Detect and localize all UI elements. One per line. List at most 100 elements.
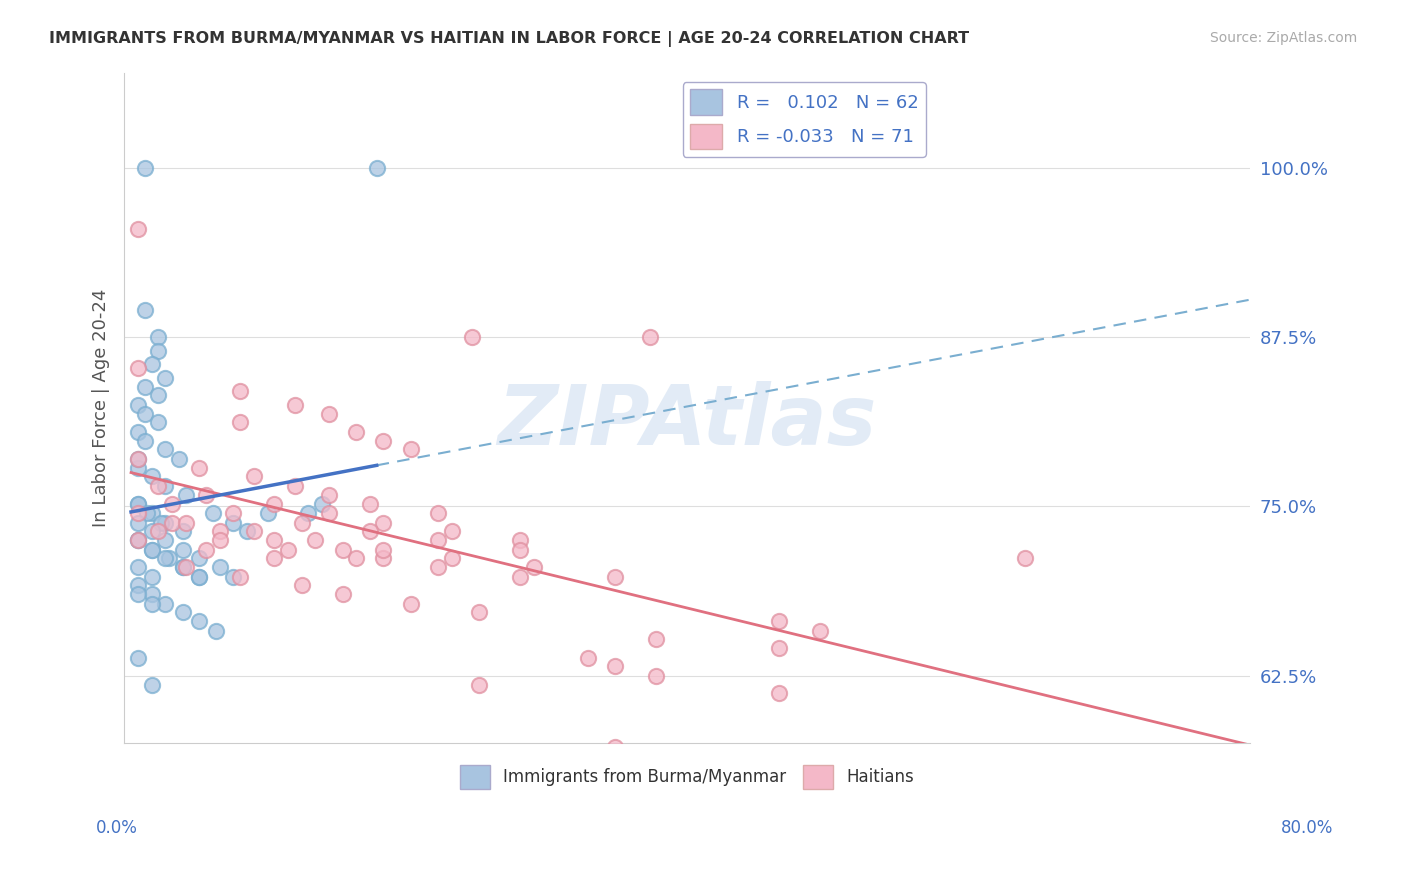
- Point: [277, 542, 299, 557]
- Point: [174, 488, 197, 502]
- Point: [576, 651, 599, 665]
- Point: [195, 542, 218, 557]
- Point: [153, 479, 176, 493]
- Point: [229, 570, 252, 584]
- Point: [141, 587, 163, 601]
- Point: [263, 497, 285, 511]
- Point: [236, 524, 259, 538]
- Text: 80.0%: 80.0%: [1281, 819, 1333, 837]
- Point: [172, 542, 194, 557]
- Point: [263, 533, 285, 548]
- Point: [399, 597, 422, 611]
- Point: [174, 560, 197, 574]
- Point: [141, 542, 163, 557]
- Point: [468, 605, 491, 619]
- Point: [167, 451, 190, 466]
- Point: [291, 516, 314, 530]
- Point: [127, 361, 149, 376]
- Point: [284, 398, 307, 412]
- Point: [141, 678, 163, 692]
- Point: [359, 524, 381, 538]
- Point: [134, 407, 156, 421]
- Point: [127, 533, 149, 548]
- Point: [172, 524, 194, 538]
- Point: [127, 461, 149, 475]
- Point: [373, 434, 395, 449]
- Point: [468, 678, 491, 692]
- Point: [172, 560, 194, 574]
- Point: [127, 533, 149, 548]
- Point: [141, 469, 163, 483]
- Point: [160, 497, 183, 511]
- Point: [645, 668, 668, 682]
- Point: [427, 560, 450, 574]
- Point: [153, 550, 176, 565]
- Point: [373, 542, 395, 557]
- Point: [768, 686, 790, 700]
- Point: [373, 516, 395, 530]
- Point: [134, 434, 156, 449]
- Point: [344, 425, 367, 439]
- Point: [366, 161, 388, 175]
- Point: [304, 533, 326, 548]
- Point: [208, 560, 231, 574]
- Point: [188, 550, 211, 565]
- Point: [148, 330, 170, 344]
- Point: [808, 624, 831, 638]
- Y-axis label: In Labor Force | Age 20-24: In Labor Force | Age 20-24: [93, 289, 110, 527]
- Point: [153, 370, 176, 384]
- Point: [127, 398, 149, 412]
- Point: [318, 407, 340, 421]
- Point: [127, 497, 149, 511]
- Point: [134, 302, 156, 317]
- Point: [141, 357, 163, 371]
- Point: [440, 524, 463, 538]
- Point: [440, 550, 463, 565]
- Point: [1014, 550, 1036, 565]
- Point: [332, 542, 354, 557]
- Point: [605, 659, 627, 673]
- Text: ZIPAtlas: ZIPAtlas: [498, 381, 877, 462]
- Point: [332, 587, 354, 601]
- Point: [229, 384, 252, 399]
- Point: [359, 497, 381, 511]
- Point: [188, 461, 211, 475]
- Point: [188, 615, 211, 629]
- Point: [229, 415, 252, 429]
- Point: [127, 560, 149, 574]
- Point: [127, 516, 149, 530]
- Point: [172, 605, 194, 619]
- Point: [222, 506, 245, 520]
- Point: [148, 343, 170, 358]
- Point: [153, 516, 176, 530]
- Point: [134, 161, 156, 175]
- Text: IMMIGRANTS FROM BURMA/MYANMAR VS HAITIAN IN LABOR FORCE | AGE 20-24 CORRELATION : IMMIGRANTS FROM BURMA/MYANMAR VS HAITIAN…: [49, 31, 969, 47]
- Point: [141, 506, 163, 520]
- Point: [127, 651, 149, 665]
- Point: [222, 570, 245, 584]
- Point: [509, 570, 531, 584]
- Point: [509, 533, 531, 548]
- Point: [172, 560, 194, 574]
- Point: [645, 632, 668, 646]
- Point: [127, 533, 149, 548]
- Point: [141, 524, 163, 538]
- Point: [509, 542, 531, 557]
- Point: [523, 560, 546, 574]
- Point: [605, 570, 627, 584]
- Point: [605, 740, 627, 755]
- Point: [127, 497, 149, 511]
- Point: [344, 550, 367, 565]
- Point: [768, 641, 790, 656]
- Point: [141, 542, 163, 557]
- Point: [150, 516, 173, 530]
- Point: [399, 442, 422, 457]
- Point: [297, 506, 319, 520]
- Point: [141, 570, 163, 584]
- Point: [153, 597, 176, 611]
- Point: [148, 479, 170, 493]
- Point: [174, 516, 197, 530]
- Point: [638, 330, 661, 344]
- Point: [188, 570, 211, 584]
- Point: [222, 516, 245, 530]
